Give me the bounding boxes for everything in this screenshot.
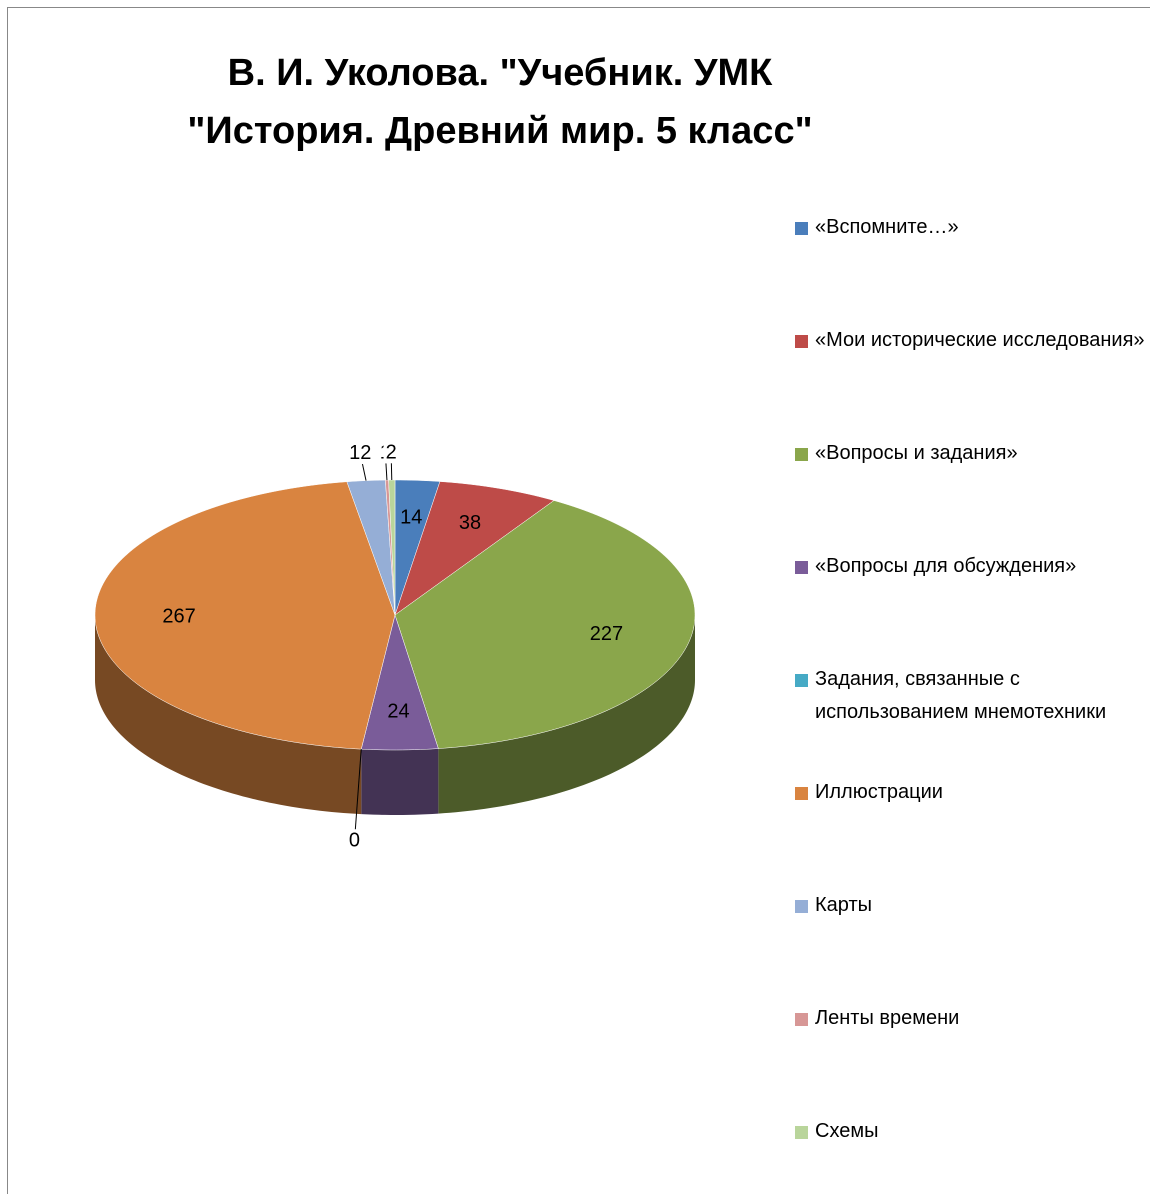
legend-label: «Вопросы и задания» [815, 442, 1018, 464]
legend-swatch [795, 900, 808, 913]
data-label: 24 [387, 700, 409, 722]
data-label-bg [346, 829, 363, 852]
slice-side [95, 615, 362, 815]
legend-label: Схемы [815, 1120, 878, 1142]
slice [94, 481, 396, 750]
legend-swatch [795, 222, 808, 235]
data-label: 14 [400, 506, 422, 528]
data-label: 0 [349, 829, 360, 851]
data-label-bg [383, 441, 399, 464]
slice [388, 479, 396, 616]
legend-swatch [795, 787, 808, 800]
legend-label: «Мои исторические исследования» [815, 329, 1145, 351]
slice-side [438, 615, 695, 814]
legend-swatch [795, 561, 808, 574]
legend-swatch [795, 335, 808, 348]
legend-label: Карты [815, 894, 872, 916]
data-label: 12 [349, 442, 371, 464]
legend-swatch [795, 1013, 808, 1026]
legend-swatch [795, 674, 808, 687]
data-label-bg [347, 442, 374, 465]
legend-label: Задания, связанные с использованием мнемо… [815, 668, 1106, 723]
slice [346, 479, 396, 616]
legend-label: «Вопросы для обсуждения» [815, 555, 1076, 577]
legend-label: Иллюстрации [815, 781, 943, 803]
slice [394, 500, 696, 749]
chart-title: В. И. Уколова. "Учебник. УМК "История. Др… [187, 52, 812, 152]
legend-swatch [795, 448, 808, 461]
data-label: 267 [162, 606, 195, 628]
data-label: 227 [590, 623, 623, 645]
legend-swatch [795, 1126, 808, 1139]
data-label: 2 [386, 441, 397, 463]
slice [394, 481, 555, 616]
slice-side [361, 748, 439, 815]
leader-line [353, 749, 362, 842]
legend-label: «Вспомните…» [815, 216, 959, 238]
slice [360, 614, 439, 751]
data-label: 38 [459, 512, 481, 534]
legend-label: Ленты времени [815, 1007, 959, 1029]
